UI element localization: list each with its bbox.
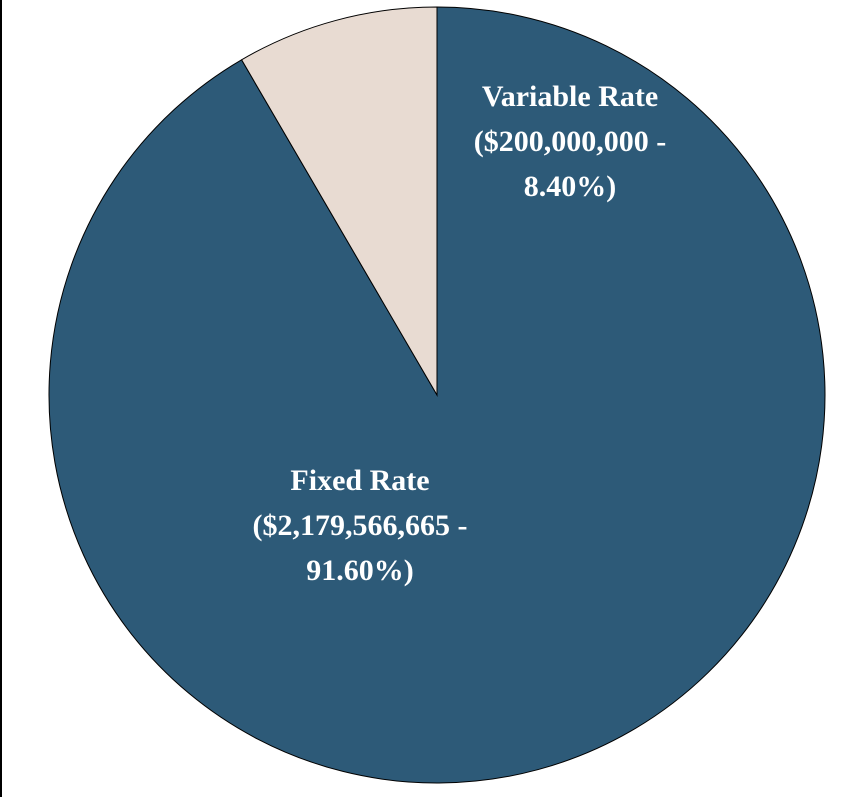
slice-label: Fixed Rate ($2,179,566,665 - 91.60%): [210, 458, 510, 593]
slice-label-box: Variable Rate ($200,000,000 - 8.40%): [420, 74, 720, 209]
slice-value-label: ($200,000,000 - 8.40%): [473, 125, 667, 203]
slice-category: Fixed Rate: [290, 464, 430, 497]
slice-label: Variable Rate ($200,000,000 - 8.40%): [420, 74, 720, 209]
pie-slice: [240, 6, 438, 397]
slice-value-label: ($2,179,566,665 - 91.60%): [252, 509, 468, 587]
slice-category: Variable Rate: [481, 80, 659, 113]
slice-label-box: Fixed Rate ($2,179,566,665 - 91.60%): [210, 458, 510, 593]
